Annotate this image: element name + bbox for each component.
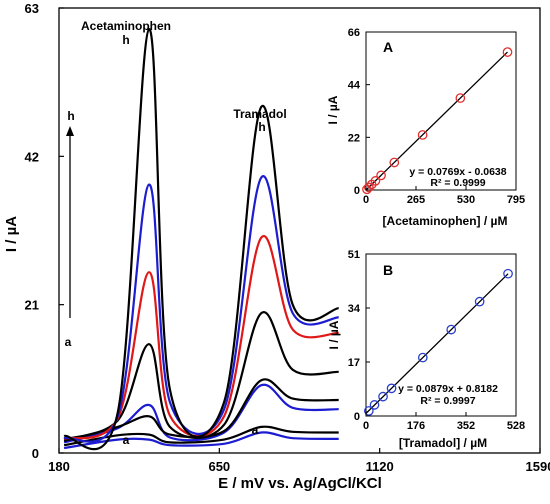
inset-b-x-axis-label: [Tramadol] / µM xyxy=(399,436,487,450)
inset-b-y-ticks: 0 17 34 51 xyxy=(348,249,370,423)
data-point xyxy=(370,176,381,186)
main-y-tick-label: 63 xyxy=(25,1,39,16)
inset-b: 0 17 34 51 0 176 352 528 B y = 0.0879x + 0.818… xyxy=(327,249,525,450)
voltammogram-curve-a xyxy=(63,431,339,450)
data-point xyxy=(455,93,466,103)
data-point xyxy=(376,170,386,181)
tramadol-curve-h-label: h xyxy=(258,120,265,134)
voltammogram-curve-g xyxy=(63,175,339,443)
main-y-tick-label: 0 xyxy=(32,446,39,461)
data-point xyxy=(369,400,380,410)
data-point xyxy=(474,296,485,307)
data-point xyxy=(386,383,397,394)
inset-a-r2: R² = 0.9999 xyxy=(430,177,485,189)
inset-a-content xyxy=(362,47,513,195)
inset-y-tick-label: 44 xyxy=(348,80,361,92)
inset-x-tick-label: 530 xyxy=(457,194,475,206)
main-y-ticks: 0 21 42 63 xyxy=(25,1,64,461)
inset-a-y-ticks: 0 22 44 66 xyxy=(348,27,370,197)
data-point xyxy=(502,47,513,57)
arrow-top-label: h xyxy=(67,109,74,123)
fit-line xyxy=(365,51,508,191)
main-plot-frame xyxy=(58,7,541,454)
main-x-tick-label: 180 xyxy=(48,459,70,474)
inset-b-y-axis-label: I / µA xyxy=(327,320,341,349)
data-point xyxy=(417,130,428,140)
inset-x-tick-label: 0 xyxy=(363,194,369,206)
inset-y-tick-label: 34 xyxy=(348,303,361,315)
inset-b-r2: R² = 0.9997 xyxy=(420,395,475,407)
inset-y-tick-label: 17 xyxy=(348,357,360,369)
arrow-bottom-label: a xyxy=(65,335,72,349)
acetaminophen-peak-label: Acetaminophen xyxy=(81,19,171,33)
increase-arrow-head xyxy=(66,126,74,136)
voltammogram-curve-e xyxy=(63,311,339,441)
tramadol-peak-label: Tramadol xyxy=(233,107,286,121)
data-point xyxy=(503,268,513,279)
data-point xyxy=(363,182,374,193)
data-point xyxy=(446,324,457,335)
inset-x-tick-label: 0 xyxy=(363,420,369,432)
inset-y-tick-label: 51 xyxy=(348,249,360,261)
voltammogram-curve-b xyxy=(63,425,339,447)
inset-b-content xyxy=(363,268,513,416)
data-point xyxy=(363,406,374,416)
inset-y-tick-label: 22 xyxy=(348,132,360,144)
main-curves xyxy=(63,28,339,451)
main-x-tick-label: 650 xyxy=(208,459,230,474)
main-x-axis-label: E / mV vs. Ag/AgCl/KCl xyxy=(218,475,382,492)
voltammogram-curve-h xyxy=(63,28,339,451)
data-point xyxy=(378,391,388,402)
main-y-tick-label: 21 xyxy=(25,298,39,313)
inset-b-equation: y = 0.0879x + 0.8182 xyxy=(398,383,498,395)
inset-a-y-axis-label: I / µA xyxy=(326,95,340,124)
inset-x-tick-label: 265 xyxy=(407,194,425,206)
inset-a-frame xyxy=(365,31,517,191)
tramadol-curve-a-label: a xyxy=(252,423,259,437)
acetaminophen-curve-h-label: h xyxy=(122,33,129,47)
inset-y-tick-label: 66 xyxy=(348,27,360,39)
main-x-tick-label: 1590 xyxy=(526,459,550,474)
inset-a-panel-label: A xyxy=(383,39,393,55)
inset-y-tick-label: 0 xyxy=(354,185,360,197)
inset-b-panel-label: B xyxy=(383,262,393,278)
fit-line xyxy=(365,273,509,414)
main-x-ticks: 180 650 1120 1590 xyxy=(48,448,550,474)
data-point xyxy=(389,157,400,168)
inset-x-tick-label: 528 xyxy=(507,420,525,432)
main-y-tick-label: 42 xyxy=(25,149,39,164)
inset-b-x-ticks: 0 176 352 528 xyxy=(363,412,525,432)
main-x-tick-label: 1120 xyxy=(366,459,394,474)
acetaminophen-curve-a-label: a xyxy=(123,433,130,447)
main-y-axis-label: I / µA xyxy=(3,216,20,252)
inset-a: 0 22 44 66 0 265 530 795 A y = 0.0769x - 0.063… xyxy=(326,27,525,228)
inset-a-x-axis-label: [Acetaminophen] / µM xyxy=(383,214,508,228)
inset-a-x-ticks: 0 265 530 795 xyxy=(363,186,525,206)
inset-x-tick-label: 352 xyxy=(457,420,475,432)
inset-y-tick-label: 0 xyxy=(354,411,360,423)
data-point xyxy=(417,352,428,363)
inset-a-equation: y = 0.0769x - 0.0638 xyxy=(409,166,506,178)
inset-x-tick-label: 795 xyxy=(507,194,525,206)
inset-x-tick-label: 176 xyxy=(407,420,425,432)
